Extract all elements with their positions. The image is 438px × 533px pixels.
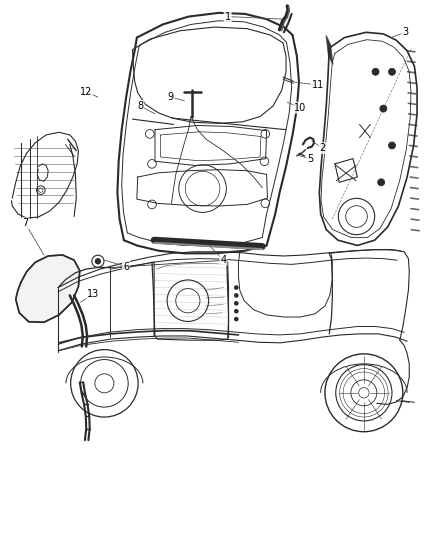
Circle shape: [389, 68, 396, 75]
Text: 5: 5: [307, 154, 313, 164]
Text: 7: 7: [22, 219, 28, 228]
Text: 1: 1: [225, 12, 231, 21]
Circle shape: [235, 286, 238, 289]
Text: 9: 9: [167, 92, 173, 102]
Text: 4: 4: [220, 255, 226, 265]
Polygon shape: [16, 255, 80, 322]
Circle shape: [372, 68, 379, 75]
Text: 8: 8: [137, 101, 143, 111]
Text: 6: 6: [123, 262, 129, 271]
Text: 12: 12: [80, 87, 92, 97]
Text: 10: 10: [294, 102, 307, 112]
Circle shape: [380, 105, 387, 112]
Circle shape: [235, 294, 238, 297]
Circle shape: [378, 179, 385, 186]
Text: 13: 13: [87, 289, 99, 299]
Circle shape: [235, 310, 238, 313]
Circle shape: [95, 259, 100, 264]
Text: 3: 3: [402, 27, 408, 37]
Circle shape: [235, 302, 238, 305]
Text: 11: 11: [311, 80, 324, 90]
Circle shape: [235, 317, 238, 321]
Text: 2: 2: [320, 143, 326, 153]
Circle shape: [389, 142, 396, 149]
